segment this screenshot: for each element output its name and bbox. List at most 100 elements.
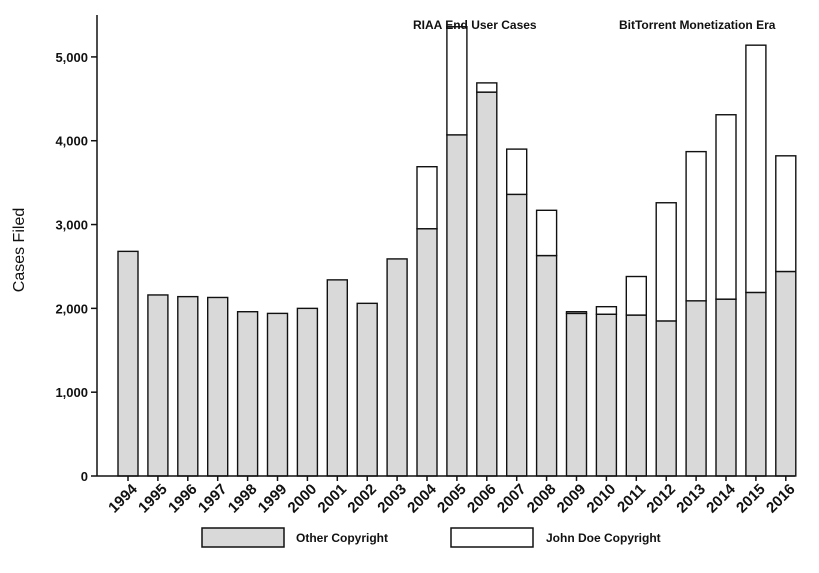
bar-group-2007: [506, 148, 528, 477]
x-tick-label-2002: 2002: [344, 481, 380, 517]
x-tick-label-2004: 2004: [404, 480, 440, 516]
bar-other-copyright-2006: [476, 91, 498, 477]
bar-group-2001: [326, 279, 348, 477]
y-tick-label: 3,000: [55, 218, 88, 233]
y-tick-label: 5,000: [55, 50, 88, 65]
x-tick-label-2011: 2011: [614, 481, 649, 516]
x-tick-label-1996: 1996: [165, 481, 201, 517]
bar-other-copyright-2013: [685, 300, 707, 477]
y-tick-label: 4,000: [55, 134, 88, 149]
bar-john-doe-copyright-2015: [745, 44, 767, 294]
bar-other-copyright-2015: [745, 291, 767, 477]
bar-other-copyright-1995: [147, 294, 169, 477]
bar-group-1994: [117, 250, 139, 477]
x-tick-label-2010: 2010: [584, 481, 620, 517]
bar-other-copyright-2008: [535, 254, 558, 477]
bar-group-2005: [446, 26, 468, 477]
bars: [117, 26, 797, 477]
bar-group-2003: [386, 258, 408, 477]
x-tick-label-2013: 2013: [673, 481, 709, 517]
bar-other-copyright-1998: [236, 311, 259, 477]
bar-group-2004: [416, 166, 438, 477]
bar-group-2011: [625, 275, 647, 477]
bar-group-2016: [775, 155, 797, 477]
bar-group-2012: [655, 202, 677, 477]
legend-label-other-copyright: Other Copyright: [296, 531, 388, 545]
legend-swatch-other-copyright: [201, 527, 285, 548]
bar-other-copyright-2001: [326, 279, 348, 477]
bar-other-copyright-2002: [356, 302, 378, 477]
x-tick-label-2016: 2016: [763, 481, 799, 517]
x-tick-label-2009: 2009: [554, 481, 590, 517]
bar-john-doe-copyright-2013: [685, 150, 707, 302]
bar-other-copyright-2011: [625, 314, 647, 477]
y-tick-label: 0: [81, 469, 88, 484]
bar-group-1997: [206, 296, 229, 477]
bar-group-2008: [535, 209, 558, 477]
legend-label-john-doe-copyright: John Doe Copyright: [546, 531, 661, 545]
x-tick-label-1998: 1998: [225, 481, 261, 517]
bar-other-copyright-2016: [775, 270, 797, 477]
bar-group-2009: [565, 311, 588, 477]
x-tick-label-2007: 2007: [494, 481, 530, 517]
bar-other-copyright-2003: [386, 258, 408, 477]
bar-john-doe-copyright-2005: [446, 26, 468, 136]
x-tick-label-2006: 2006: [464, 481, 500, 517]
bar-group-2010: [595, 305, 618, 477]
bar-other-copyright-2004: [416, 228, 438, 477]
x-tick-label-2000: 2000: [285, 481, 321, 517]
x-tick-label-2005: 2005: [434, 481, 470, 517]
bar-other-copyright-2007: [506, 193, 528, 477]
bar-john-doe-copyright-2004: [416, 166, 438, 230]
bar-john-doe-copyright-2010: [595, 305, 618, 315]
bar-john-doe-copyright-2011: [625, 275, 647, 316]
bar-other-copyright-1994: [117, 250, 139, 477]
bar-group-1996: [177, 295, 199, 477]
bar-other-copyright-2005: [446, 134, 468, 477]
bar-other-copyright-2009: [565, 312, 588, 477]
y-tick-label: 1,000: [55, 385, 88, 400]
x-tick-label-2014: 2014: [703, 480, 739, 516]
bar-group-2013: [685, 150, 707, 477]
bar-john-doe-copyright-2006: [476, 82, 498, 93]
bar-other-copyright-2012: [655, 320, 677, 477]
annotation-riaa-end-user-cases: RIAA End User Cases: [413, 18, 537, 32]
bar-group-2002: [356, 302, 378, 477]
bar-group-2000: [296, 307, 319, 477]
bar-john-doe-copyright-2008: [535, 209, 558, 257]
legend-swatch-john-doe-copyright: [450, 527, 534, 548]
bar-group-1998: [236, 311, 259, 477]
bar-group-2015: [745, 44, 767, 477]
x-tick-label-2003: 2003: [374, 481, 410, 517]
bar-group-1995: [147, 294, 169, 477]
bar-group-2014: [715, 114, 737, 477]
bar-other-copyright-2014: [715, 298, 737, 477]
x-tick-label-1994: 1994: [105, 480, 141, 516]
bar-john-doe-copyright-2007: [506, 148, 528, 196]
bar-john-doe-copyright-2016: [775, 155, 797, 273]
y-tick-label: 2,000: [55, 301, 88, 316]
x-tick-label-2012: 2012: [643, 481, 679, 517]
x-tick-label-1995: 1995: [135, 481, 171, 517]
x-tick-label-2008: 2008: [524, 481, 560, 517]
x-tick-label-2001: 2001: [315, 481, 351, 517]
y-axis: 0 1,000 2,000 3,000 4,000 5,000: [55, 15, 98, 484]
legend: Other Copyright John Doe Copyright: [201, 527, 661, 548]
bar-group-1999: [266, 312, 289, 477]
bar-john-doe-copyright-2012: [655, 202, 677, 322]
bar-other-copyright-2010: [595, 313, 618, 477]
annotation-bittorrent-monetization-era: BitTorrent Monetization Era: [619, 18, 776, 32]
bar-other-copyright-2000: [296, 307, 319, 477]
y-axis-title: Cases Filed: [11, 208, 28, 292]
bar-group-2006: [476, 82, 498, 477]
x-axis: 1994199519961997199819992000200120022003…: [97, 475, 799, 517]
x-tick-label-2015: 2015: [733, 481, 769, 517]
x-tick-label-1997: 1997: [195, 481, 231, 517]
bar-other-copyright-1999: [266, 312, 289, 477]
bar-other-copyright-1997: [206, 296, 229, 477]
x-tick-label-1999: 1999: [255, 481, 291, 517]
bar-john-doe-copyright-2009: [565, 311, 588, 315]
bar-john-doe-copyright-2014: [715, 114, 737, 300]
bar-other-copyright-1996: [177, 295, 199, 477]
